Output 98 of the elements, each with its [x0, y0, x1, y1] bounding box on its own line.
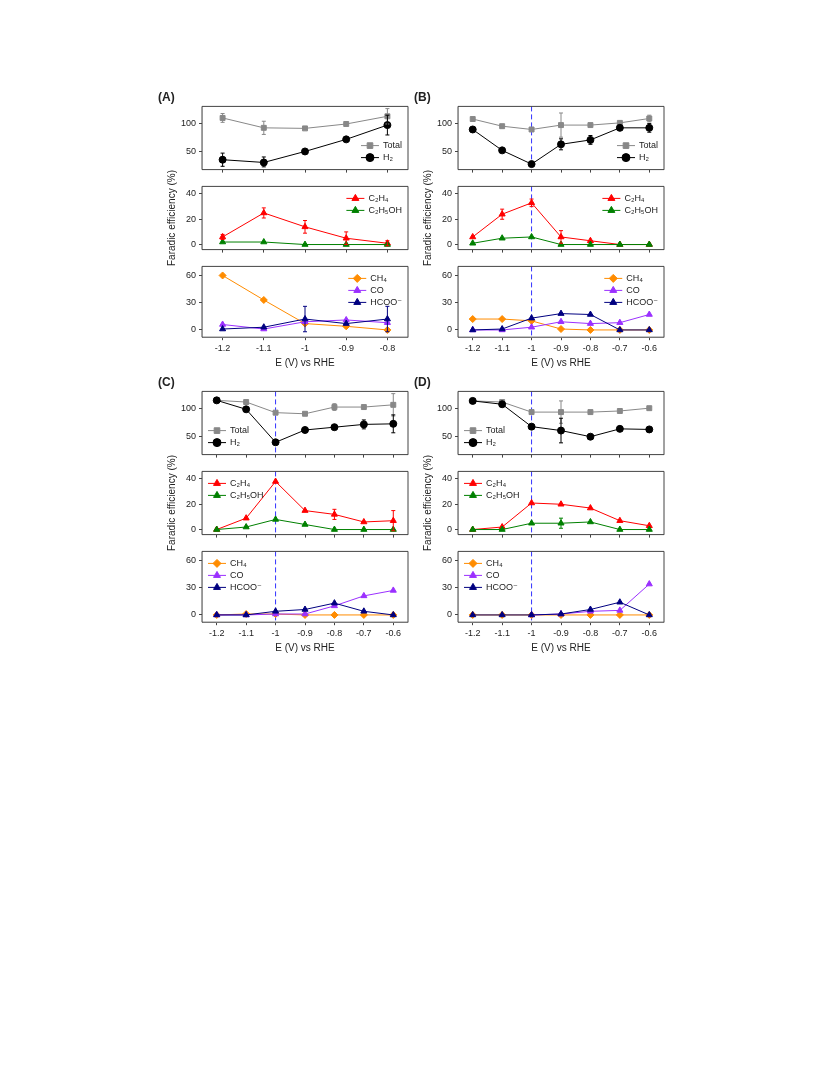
y-tick-label: 40: [441, 188, 452, 199]
chart-title: (A): [158, 89, 175, 104]
legend-label: Total: [230, 425, 250, 436]
legend-label: HCOO⁻: [626, 296, 659, 307]
x-tick-label: -1.2: [464, 628, 481, 639]
y-tick-label: 0: [446, 324, 452, 335]
x-tick-label: -0.8: [326, 628, 343, 639]
y-axis-title: Faradic efficiency (%): [166, 170, 178, 266]
y-tick-label: 30: [441, 582, 452, 593]
legend-label: HCOO⁻: [370, 296, 403, 307]
y-tick-label: 50: [185, 430, 196, 441]
x-tick-label: -1.2: [214, 343, 231, 354]
x-tick-label: -0.7: [356, 628, 372, 639]
legend-label: C₂H₄: [486, 477, 507, 488]
x-axis-title: E (V) vs RHE: [531, 641, 592, 653]
x-axis-title: E (V) vs RHE: [531, 356, 592, 368]
legend-label: CH₄: [626, 272, 644, 283]
x-tick-label: -1: [271, 628, 280, 639]
y-axis-title: Faradic efficiency (%): [422, 455, 434, 551]
x-tick-label: -0.7: [612, 628, 628, 639]
y-tick-label: 100: [180, 118, 196, 129]
x-tick-label: -0.9: [553, 628, 569, 639]
y-tick-label: 0: [446, 609, 452, 620]
x-tick-label: -0.6: [641, 628, 658, 639]
legend-label: C₂H₅OH: [624, 204, 659, 215]
x-tick-label: -1.2: [464, 343, 481, 354]
legend-label: CO: [626, 284, 640, 295]
y-tick-label: 0: [190, 524, 196, 535]
y-tick-label: 40: [441, 473, 452, 484]
y-tick-label: 60: [185, 554, 196, 565]
y-tick-label: 100: [436, 402, 452, 413]
x-tick-label: -0.6: [385, 628, 402, 639]
y-axis-title: Faradic efficiency (%): [422, 170, 434, 266]
y-tick-label: 40: [185, 473, 196, 484]
x-tick-label: -0.8: [379, 343, 396, 354]
x-tick-label: -0.7: [612, 343, 628, 354]
legend-label: CO: [486, 569, 500, 580]
chart-title: (C): [158, 374, 175, 389]
x-tick-label: -1.1: [256, 343, 272, 354]
y-tick-label: 20: [185, 213, 196, 224]
legend-label: H₂: [486, 437, 497, 448]
y-axis-title: Faradic efficiency (%): [166, 455, 178, 551]
legend-label: C₂H₄: [230, 477, 251, 488]
y-tick-label: 40: [185, 188, 196, 199]
x-tick-label: -1: [527, 628, 536, 639]
legend-label: C₂H₅OH: [230, 489, 264, 500]
y-tick-label: 50: [441, 145, 452, 156]
chart-title: (D): [414, 374, 431, 389]
legend-label: C₂H₅OH: [486, 489, 520, 500]
y-tick-label: 60: [185, 269, 196, 280]
y-tick-label: 20: [441, 498, 452, 509]
legend-label: C₂H₄: [368, 192, 389, 203]
legend-label: CH₄: [486, 557, 503, 568]
legend-label: CO: [370, 284, 384, 295]
x-tick-label: -0.9: [553, 343, 569, 354]
legend-label: CH₄: [230, 557, 247, 568]
x-tick-label: -1.1: [238, 628, 254, 639]
x-tick-label: -1.2: [208, 628, 225, 639]
y-tick-label: 20: [441, 213, 452, 224]
y-tick-label: 30: [441, 297, 452, 308]
x-tick-label: -1: [527, 343, 536, 354]
legend-label: H₂: [382, 152, 394, 163]
y-tick-label: 0: [190, 609, 196, 620]
y-tick-label: 30: [185, 582, 196, 593]
legend-label: C₂H₅OH: [368, 204, 403, 215]
legend-label: HCOO⁻: [230, 581, 262, 592]
legend-label: CO: [230, 569, 244, 580]
legend-label: Total: [382, 140, 402, 151]
y-tick-label: 0: [190, 324, 196, 335]
x-tick-label: -1: [300, 343, 310, 354]
legend-label: CH₄: [370, 272, 388, 283]
x-tick-label: -1.1: [494, 343, 510, 354]
y-tick-label: 0: [446, 239, 452, 250]
chart-title: (B): [414, 89, 431, 104]
legend-label: HCOO⁻: [486, 581, 518, 592]
y-tick-label: 60: [441, 554, 452, 565]
y-tick-label: 0: [446, 524, 452, 535]
y-tick-label: 100: [180, 402, 196, 413]
legend-label: Total: [638, 140, 658, 151]
x-tick-label: -0.9: [297, 628, 313, 639]
x-tick-label: -0.8: [582, 628, 599, 639]
legend-label: C₂H₄: [624, 192, 645, 203]
legend-label: H₂: [638, 152, 650, 163]
x-tick-label: -0.6: [641, 343, 658, 354]
y-tick-label: 30: [185, 297, 196, 308]
legend-label: H₂: [230, 437, 241, 448]
x-tick-label: -0.8: [582, 343, 599, 354]
y-tick-label: 20: [185, 498, 196, 509]
y-tick-label: 100: [436, 118, 452, 129]
y-tick-label: 0: [190, 239, 196, 250]
y-tick-label: 50: [441, 430, 452, 441]
y-tick-label: 50: [185, 145, 196, 156]
y-tick-label: 60: [441, 269, 452, 280]
legend-label: Total: [486, 425, 506, 436]
x-axis-title: E (V) vs RHE: [275, 641, 336, 653]
x-tick-label: -1.1: [494, 628, 510, 639]
x-tick-label: -0.9: [338, 343, 354, 354]
x-axis-title: E (V) vs RHE: [275, 356, 336, 368]
